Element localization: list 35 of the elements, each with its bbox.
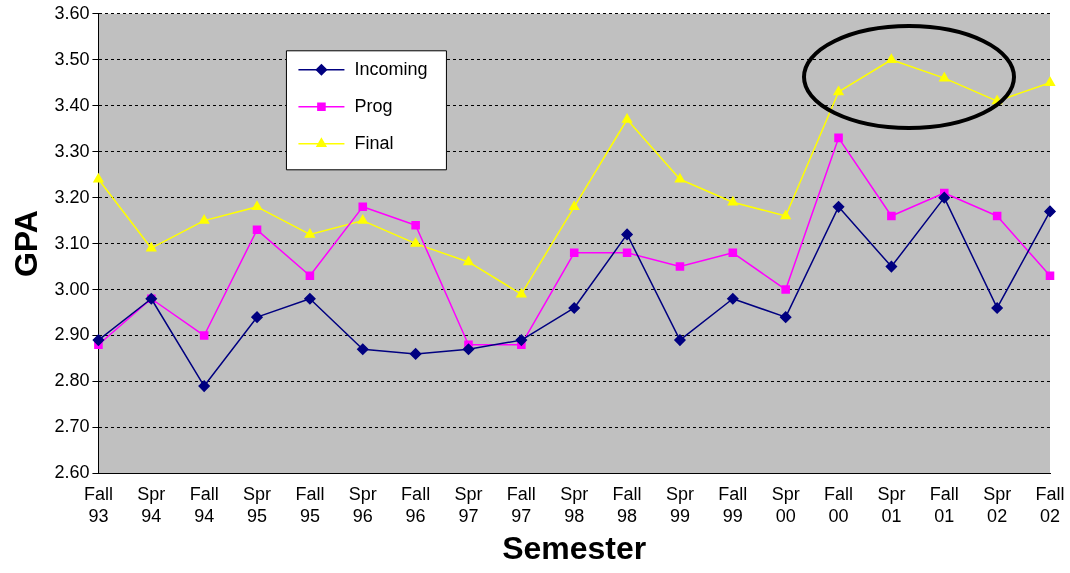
x-tick-label: Fall 99 — [718, 484, 748, 526]
x-tick-label: Fall 02 — [1035, 484, 1065, 526]
x-tick-label: Spr 97 — [454, 484, 483, 526]
y-tick-label: 3.40 — [54, 94, 90, 115]
legend-label: Incoming — [354, 58, 428, 79]
y-tick-label: 3.50 — [54, 48, 90, 69]
y-tick-label: 3.30 — [54, 140, 90, 161]
y-tick-label: 2.70 — [54, 416, 90, 437]
x-tick-label: Spr 01 — [877, 484, 906, 526]
legend-label: Prog — [354, 95, 393, 116]
x-tick-label: Fall 97 — [506, 484, 536, 526]
y-tick-label: 3.00 — [54, 278, 90, 299]
legend-label: Final — [354, 132, 394, 153]
x-tick-label: Spr 98 — [560, 484, 589, 526]
y-tick-label: 2.60 — [54, 462, 90, 483]
x-tick-label: Spr 96 — [348, 484, 377, 526]
y-tick-label: 3.10 — [54, 232, 90, 253]
y-tick-label: 2.90 — [54, 324, 90, 345]
y-axis-title: GPA — [8, 210, 45, 278]
x-tick-label: Fall 95 — [295, 484, 325, 526]
y-tick-label: 2.80 — [54, 370, 90, 391]
x-tick-label: Spr 94 — [137, 484, 166, 526]
x-tick-label: Spr 99 — [665, 484, 694, 526]
y-tick-label: 3.60 — [54, 2, 90, 23]
x-tick-label: Spr 02 — [983, 484, 1012, 526]
x-tick-label: Fall 01 — [929, 484, 959, 526]
x-tick-label: Fall 96 — [401, 484, 431, 526]
x-tick-label: Fall 98 — [612, 484, 642, 526]
x-tick-label: Fall 93 — [83, 484, 113, 526]
x-tick-label: Fall 94 — [189, 484, 219, 526]
x-axis-title: Semester — [502, 529, 647, 566]
x-tick-label: Spr 95 — [243, 484, 272, 526]
x-tick-label: Fall 00 — [824, 484, 854, 526]
y-tick-label: 3.20 — [54, 186, 90, 207]
x-tick-label: Spr 00 — [771, 484, 800, 526]
